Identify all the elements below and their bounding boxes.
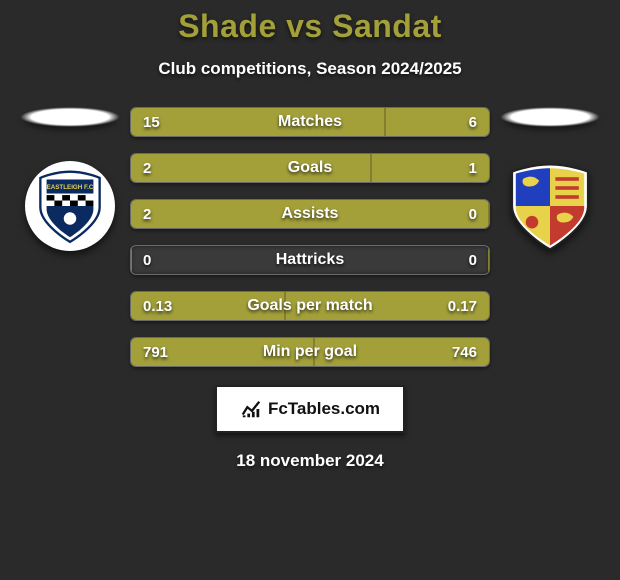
stat-bar: 791 Min per goal 746 (130, 337, 490, 367)
stat-bars: 15 Matches 6 2 Goals 1 2 Assists 0 (130, 107, 490, 367)
stat-value-right: 1 (469, 154, 477, 182)
stat-value-left: 2 (143, 200, 151, 228)
stat-fill-left (131, 246, 132, 274)
source-badge[interactable]: FcTables.com (215, 385, 405, 433)
comparison-card: Shade vs Sandat Club competitions, Seaso… (0, 0, 620, 471)
stat-fill-left (131, 154, 371, 182)
right-platform (500, 107, 600, 127)
svg-text:EASTLEIGH F.C: EASTLEIGH F.C (47, 184, 94, 191)
stat-value-left: 0.13 (143, 292, 172, 320)
stat-value-right: 0.17 (448, 292, 477, 320)
stat-value-right: 0 (469, 246, 477, 274)
right-team-crest (505, 161, 595, 251)
shield-icon: EASTLEIGH F.C (31, 167, 109, 245)
stat-fill-right (488, 200, 489, 228)
stat-bar: 0.13 Goals per match 0.17 (130, 291, 490, 321)
source-badge-text: FcTables.com (268, 399, 380, 419)
stat-fill-left (131, 200, 489, 228)
stat-value-left: 15 (143, 108, 160, 136)
page-title: Shade vs Sandat (0, 8, 620, 45)
stat-fill-left (131, 108, 385, 136)
stat-value-left: 2 (143, 154, 151, 182)
page-subtitle: Club competitions, Season 2024/2025 (0, 59, 620, 79)
stat-label: Hattricks (131, 246, 489, 274)
stat-bar: 2 Assists 0 (130, 199, 490, 229)
stat-value-left: 0 (143, 246, 151, 274)
left-platform (20, 107, 120, 127)
stat-value-right: 0 (469, 200, 477, 228)
chart-icon (240, 398, 262, 420)
stat-bar: 15 Matches 6 (130, 107, 490, 137)
date-line: 18 november 2024 (0, 451, 620, 471)
stat-bar: 2 Goals 1 (130, 153, 490, 183)
stat-value-right: 6 (469, 108, 477, 136)
shield-icon (505, 161, 595, 251)
left-team-crest: EASTLEIGH F.C (25, 161, 115, 251)
stat-value-right: 746 (452, 338, 477, 366)
stat-bar: 0 Hattricks 0 (130, 245, 490, 275)
stat-value-left: 791 (143, 338, 168, 366)
stat-fill-right (488, 246, 489, 274)
left-team-column: EASTLEIGH F.C (10, 107, 130, 251)
right-team-column (490, 107, 610, 251)
main-row: EASTLEIGH F.C 15 Matches 6 2 Goals 1 (0, 107, 620, 367)
